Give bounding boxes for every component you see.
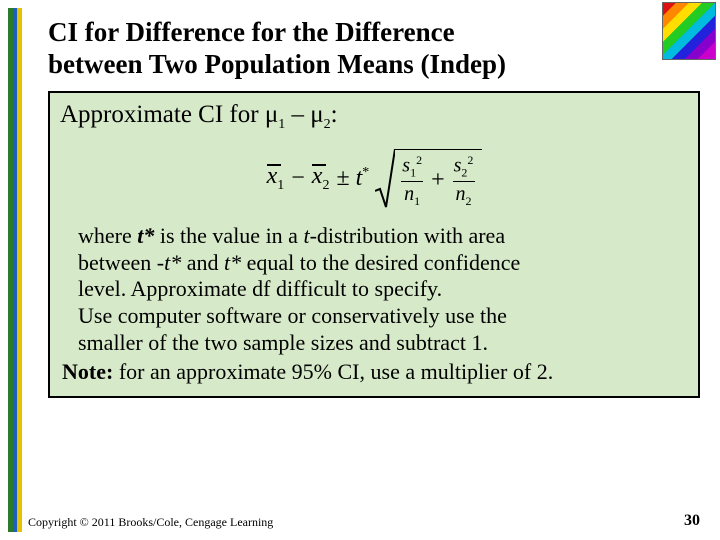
slide-content: CI for Difference for the Difference bet… xyxy=(28,0,720,540)
fraction-2: s22 n2 xyxy=(451,154,477,207)
title-line-2: between Two Population Means (Indep) xyxy=(48,49,506,79)
side-accent-bars xyxy=(8,8,22,532)
xbar-2: x2 xyxy=(311,163,331,194)
formula-area: x1 − x2 ± t* s12 n1 xyxy=(60,133,688,223)
box-subtitle: Approximate CI for μ1 – μ2: xyxy=(60,101,688,133)
note-text: Note: for an approximate 95% CI, use a m… xyxy=(60,357,688,388)
sqrt-expression: s12 n1 + s22 n2 xyxy=(375,149,482,209)
t-star: t* xyxy=(356,165,370,192)
page-number: 30 xyxy=(684,512,700,530)
plus-sign: + xyxy=(431,167,445,194)
title-line-1: CI for Difference for the Difference xyxy=(48,17,455,47)
content-box: Approximate CI for μ1 – μ2: x1 − x2 ± t* xyxy=(48,91,700,398)
footer: Copyright © 2011 Brooks/Cole, Cengage Le… xyxy=(28,512,700,530)
plus-minus-sign: ± xyxy=(336,165,349,192)
slide-title: CI for Difference for the Difference bet… xyxy=(48,16,700,81)
ci-formula: x1 − x2 ± t* s12 n1 xyxy=(266,149,483,209)
xbar-1: x1 xyxy=(266,163,286,194)
copyright-text: Copyright © 2011 Brooks/Cole, Cengage Le… xyxy=(28,515,273,530)
fraction-1: s12 n1 xyxy=(399,154,425,207)
explanation-text: where t* is the value in a t-distributio… xyxy=(60,223,688,357)
minus-sign: − xyxy=(291,165,305,192)
accent-bar xyxy=(17,8,22,532)
radicand: s12 n1 + s22 n2 xyxy=(395,149,482,209)
radical-icon xyxy=(375,149,395,209)
